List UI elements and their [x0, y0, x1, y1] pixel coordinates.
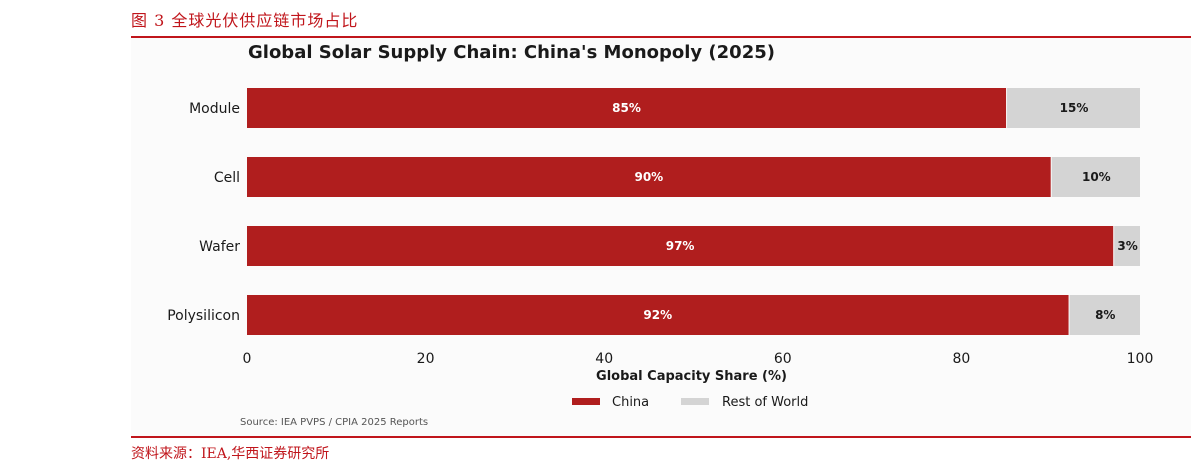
data-label-china-cell: 90% [634, 170, 663, 184]
x-tick-label: 100 [1127, 351, 1154, 367]
x-tick-label: 0 [243, 351, 252, 367]
bar-china-cell [247, 157, 1051, 197]
category-label-module: Module [189, 101, 240, 117]
category-label-polysilicon: Polysilicon [167, 308, 240, 324]
chart-title: Global Solar Supply Chain: China's Monop… [248, 42, 775, 63]
bar-china-wafer [247, 226, 1114, 266]
legend-label-china: China [612, 395, 649, 410]
legend-swatch-china [572, 398, 600, 405]
legend-swatch-rest-of-world [681, 398, 709, 405]
data-label-china-polysilicon: 92% [643, 308, 672, 322]
data-label-rest-of-world-cell: 10% [1082, 170, 1111, 184]
bar-rest-of-world-wafer [1114, 226, 1140, 266]
chart-source-note: Source: IEA PVPS / CPIA 2025 Reports [240, 417, 428, 428]
bar-china-module [247, 88, 1007, 128]
x-tick-label: 60 [774, 351, 792, 367]
data-label-china-wafer: 97% [666, 239, 695, 253]
category-label-wafer: Wafer [199, 239, 240, 255]
source-caption: 资料来源：IEA,华西证券研究所 [131, 446, 330, 462]
bottom-rule [131, 436, 1191, 438]
data-label-rest-of-world-module: 15% [1060, 101, 1089, 115]
x-tick-label: 40 [595, 351, 613, 367]
data-label-china-module: 85% [612, 101, 641, 115]
figure-caption: 图 3 全球光伏供应链市场占比 [131, 11, 359, 30]
x-tick-label: 20 [417, 351, 435, 367]
x-axis-label: Global Capacity Share (%) [596, 369, 787, 384]
top-rule [131, 36, 1191, 38]
data-label-rest-of-world-polysilicon: 8% [1095, 308, 1115, 322]
legend-label-rest-of-world: Rest of World [722, 395, 808, 410]
bar-rest-of-world-polysilicon [1069, 295, 1140, 335]
category-label-cell: Cell [214, 170, 240, 186]
bar-china-polysilicon [247, 295, 1069, 335]
bar-rest-of-world-cell [1051, 157, 1140, 197]
x-tick-label: 80 [952, 351, 970, 367]
data-label-rest-of-world-wafer: 3% [1117, 239, 1137, 253]
bar-rest-of-world-module [1007, 88, 1140, 128]
